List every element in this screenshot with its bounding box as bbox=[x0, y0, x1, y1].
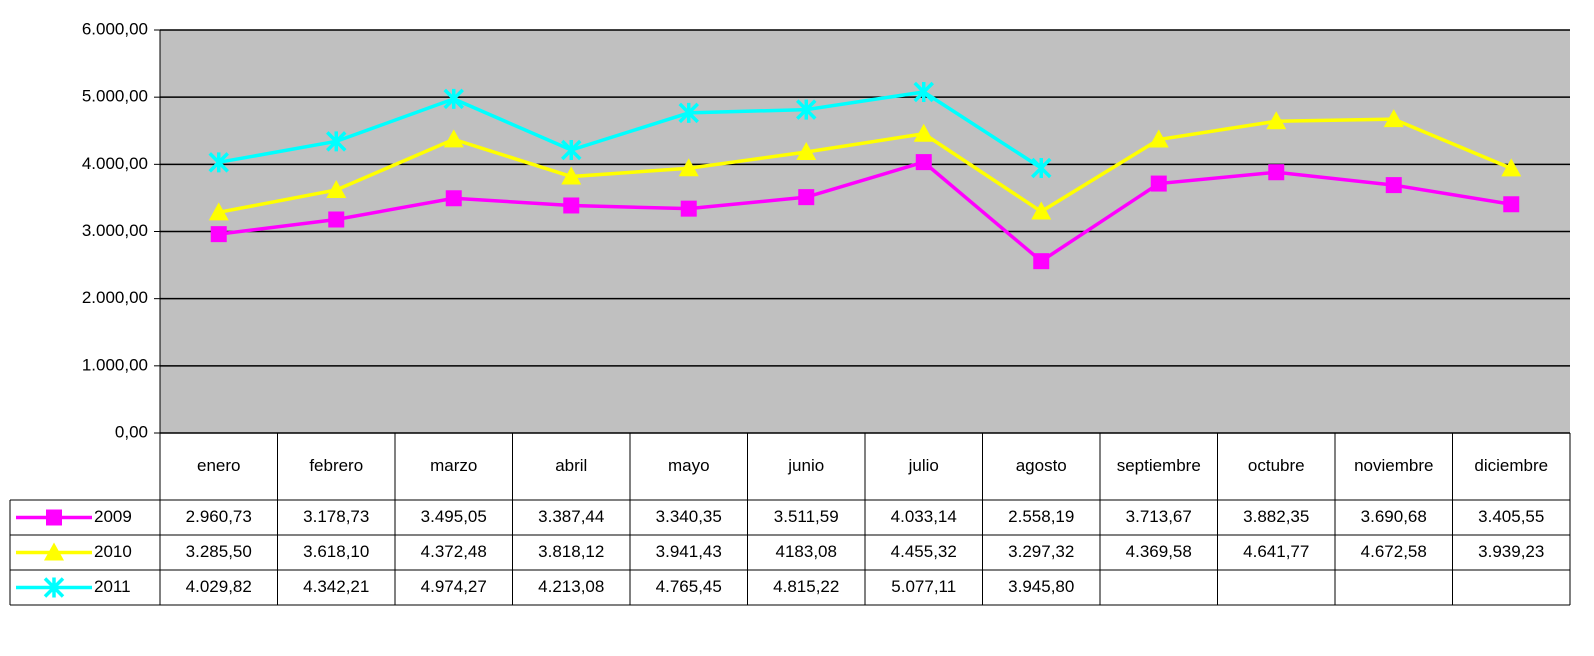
x-tick-label: marzo bbox=[430, 456, 477, 475]
data-label: 3.818,12 bbox=[538, 542, 604, 561]
data-label: 3.618,10 bbox=[303, 542, 369, 561]
y-tick-label: 4.000,00 bbox=[82, 154, 148, 173]
legend-label: 2011 bbox=[94, 577, 131, 596]
series-line bbox=[218, 117, 1512, 215]
series-line bbox=[218, 160, 1512, 264]
marker bbox=[798, 189, 815, 206]
data-label: 3.340,35 bbox=[656, 507, 722, 526]
data-label: 3.297,32 bbox=[1008, 542, 1074, 561]
legend-marker bbox=[43, 577, 65, 598]
data-label: 3.690,68 bbox=[1361, 507, 1427, 526]
y-tick-label: 0,00 bbox=[115, 422, 148, 441]
marker bbox=[913, 123, 934, 142]
x-tick-label: enero bbox=[197, 456, 240, 475]
data-label: 3.511,59 bbox=[774, 507, 839, 526]
marker bbox=[1266, 111, 1287, 130]
marker bbox=[678, 102, 699, 124]
data-label: 4.369,58 bbox=[1126, 542, 1192, 561]
marker bbox=[328, 211, 345, 228]
data-label: 4.455,32 bbox=[891, 542, 957, 561]
data-label: 3.405,55 bbox=[1478, 507, 1544, 526]
marker bbox=[913, 81, 934, 103]
marker bbox=[210, 226, 227, 243]
legend-marker bbox=[44, 542, 64, 561]
marker bbox=[208, 152, 229, 173]
y-tick-label: 1.000,00 bbox=[82, 355, 148, 374]
marker bbox=[443, 129, 464, 148]
marker bbox=[1031, 201, 1052, 220]
x-tick-label: noviembre bbox=[1354, 456, 1433, 475]
marker bbox=[1031, 157, 1052, 179]
data-label: 4.029,82 bbox=[186, 577, 252, 596]
y-tick-label: 2.000,00 bbox=[82, 288, 148, 307]
marker bbox=[326, 179, 347, 198]
data-label: 2.558,19 bbox=[1008, 507, 1074, 526]
data-label: 4.672,58 bbox=[1361, 542, 1427, 561]
marker bbox=[680, 200, 697, 217]
data-label: 4.765,45 bbox=[656, 577, 722, 596]
data-label: 3.713,67 bbox=[1126, 507, 1192, 526]
x-tick-label: septiembre bbox=[1117, 456, 1201, 475]
y-tick-label: 6.000,00 bbox=[82, 19, 148, 38]
marker bbox=[561, 139, 582, 161]
marker bbox=[561, 166, 582, 185]
legend-label: 2009 bbox=[94, 507, 132, 526]
marker bbox=[445, 190, 462, 207]
data-label: 3.387,44 bbox=[538, 507, 604, 526]
marker bbox=[1148, 129, 1169, 148]
data-label: 2.960,73 bbox=[186, 507, 252, 526]
marker bbox=[796, 99, 817, 120]
x-tick-label: febrero bbox=[309, 456, 363, 475]
data-label: 4.213,08 bbox=[538, 577, 604, 596]
marker bbox=[1150, 175, 1167, 192]
x-tick-label: mayo bbox=[668, 456, 710, 475]
marker bbox=[1503, 196, 1520, 213]
data-label: 4.641,77 bbox=[1243, 542, 1309, 561]
x-tick-label: diciembre bbox=[1474, 456, 1548, 475]
marker bbox=[443, 88, 464, 110]
x-tick-label: julio bbox=[908, 456, 939, 475]
x-tick-label: abril bbox=[555, 456, 587, 475]
marker bbox=[326, 131, 347, 152]
y-tick-label: 5.000,00 bbox=[82, 87, 148, 106]
data-label: 4.033,14 bbox=[891, 507, 957, 526]
marker bbox=[563, 197, 580, 214]
marker bbox=[1033, 253, 1050, 270]
data-label: 4183,08 bbox=[776, 542, 837, 561]
data-label: 4.342,21 bbox=[303, 577, 369, 596]
data-label: 3.882,35 bbox=[1243, 507, 1309, 526]
data-label: 3.285,50 bbox=[186, 542, 252, 561]
marker bbox=[1385, 177, 1402, 194]
x-tick-label: agosto bbox=[1016, 456, 1067, 475]
data-label: 3.495,05 bbox=[421, 507, 487, 526]
data-label: 3.945,80 bbox=[1008, 577, 1074, 596]
data-label: 4.372,48 bbox=[421, 542, 487, 561]
marker bbox=[1268, 164, 1285, 181]
marker bbox=[1383, 109, 1404, 128]
series-line bbox=[218, 90, 1043, 170]
marker bbox=[796, 142, 817, 161]
data-label: 3.178,73 bbox=[303, 507, 369, 526]
y-tick-label: 3.000,00 bbox=[82, 221, 148, 240]
marker bbox=[208, 202, 229, 221]
marker bbox=[1501, 158, 1522, 177]
legend-marker bbox=[46, 509, 62, 526]
data-label: 4.815,22 bbox=[773, 577, 839, 596]
marker bbox=[678, 158, 699, 177]
x-tick-label: octubre bbox=[1248, 456, 1305, 475]
data-label: 4.974,27 bbox=[421, 577, 487, 596]
x-tick-label: junio bbox=[787, 456, 824, 475]
legend-label: 2010 bbox=[94, 542, 132, 561]
data-label: 3.939,23 bbox=[1478, 542, 1544, 561]
data-label: 5.077,11 bbox=[891, 577, 956, 596]
marker bbox=[915, 154, 932, 171]
data-label: 3.941,43 bbox=[656, 542, 722, 561]
